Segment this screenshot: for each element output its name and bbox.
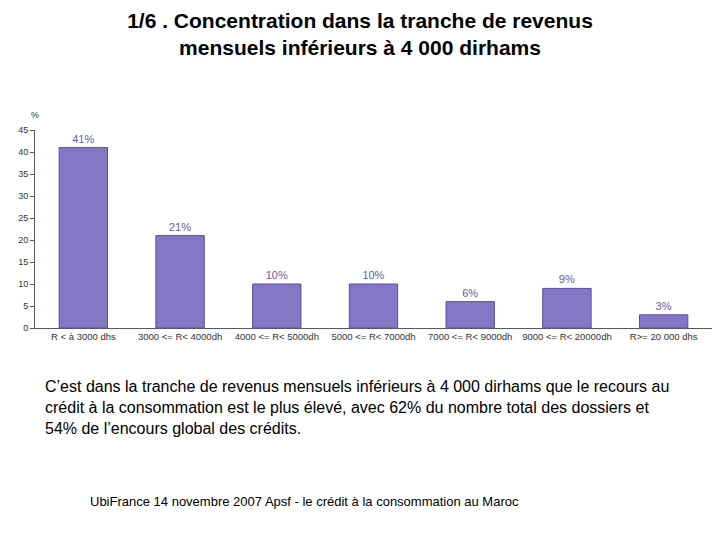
svg-text:20: 20	[18, 235, 28, 245]
svg-text:3000 <= R< 4000dh: 3000 <= R< 4000dh	[138, 331, 222, 342]
svg-text:1/6 . Concentration dans la tr: 1/6 . Concentration dans la tranche de r…	[127, 9, 593, 59]
svg-text:21%: 21%	[169, 221, 191, 233]
svg-text:7000 <= R< 9000dh: 7000 <= R< 9000dh	[428, 331, 512, 342]
svg-text:3%: 3%	[656, 300, 672, 312]
svg-text:9000 <= R< 20000dh: 9000 <= R< 20000dh	[522, 331, 612, 342]
svg-text:%: %	[31, 110, 39, 120]
svg-text:10%: 10%	[362, 269, 384, 281]
svg-text:30: 30	[18, 191, 28, 201]
svg-text:R < à 3000 dhs: R < à 3000 dhs	[51, 331, 116, 342]
svg-text:35: 35	[18, 169, 28, 179]
svg-text:10: 10	[18, 279, 28, 289]
svg-text:0: 0	[23, 323, 28, 333]
svg-text:41%: 41%	[72, 133, 94, 145]
svg-text:5: 5	[23, 301, 28, 311]
svg-text:5000 <= R< 7000dh: 5000 <= R< 7000dh	[331, 331, 415, 342]
html-text:C’est dans la tranche de reven: C’est dans la tranche de revenus mensuel…	[45, 378, 670, 437]
svg-text:15: 15	[18, 257, 28, 267]
svg-text:4000 <= R< 5000dh: 4000 <= R< 5000dh	[235, 331, 319, 342]
svg-text:R>= 20 000 dhs: R>= 20 000 dhs	[630, 331, 698, 342]
html-text:UbiFrance 14 novembre 2007 Aps: UbiFrance 14 novembre 2007 Apsf - le cré…	[90, 494, 519, 509]
svg-text:9%: 9%	[559, 273, 575, 285]
svg-text:45: 45	[18, 125, 28, 135]
svg-text:40: 40	[18, 147, 28, 157]
svg-text:6%: 6%	[462, 287, 478, 299]
svg-text:25: 25	[18, 213, 28, 223]
svg-text:10%: 10%	[266, 269, 288, 281]
